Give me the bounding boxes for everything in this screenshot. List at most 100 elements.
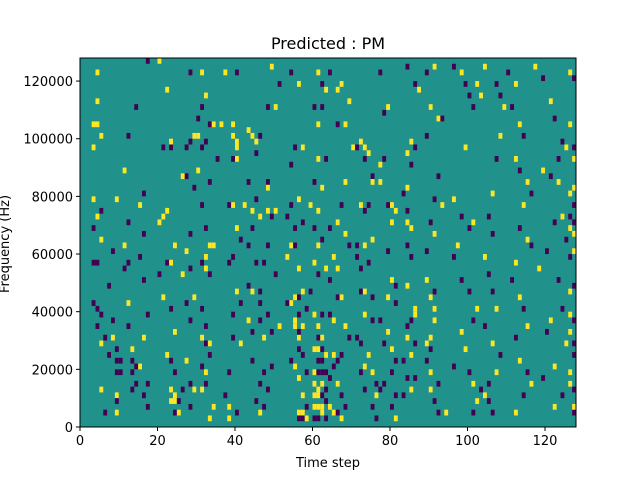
heatmap-cell <box>188 69 193 76</box>
heatmap-cell <box>378 69 383 76</box>
heatmap-cell <box>196 115 201 122</box>
x-tick-label: 100 <box>455 434 480 449</box>
heatmap-cell <box>262 259 267 266</box>
heatmap-cell <box>393 300 398 306</box>
heatmap-cell <box>223 69 228 76</box>
heatmap-cell <box>246 282 251 289</box>
heatmap-cell <box>452 63 456 70</box>
heatmap-cell <box>343 121 348 128</box>
heatmap-cell <box>289 242 294 249</box>
heatmap-cell <box>572 202 577 208</box>
x-tick-label: 0 <box>76 434 84 449</box>
heatmap-cell <box>238 340 243 347</box>
heatmap-cell <box>200 104 205 110</box>
heatmap-cell <box>207 242 212 249</box>
heatmap-cell <box>343 403 348 410</box>
heatmap-cell <box>572 386 577 393</box>
heatmap-cell <box>564 144 569 151</box>
heatmap-cell <box>331 363 336 370</box>
heatmap-cell <box>145 403 150 410</box>
heatmap-cell <box>328 277 332 283</box>
heatmap-cell <box>99 236 104 243</box>
heatmap-cell <box>467 225 472 231</box>
heatmap-cell <box>173 369 177 376</box>
heatmap-cell <box>355 242 360 249</box>
heatmap-cell <box>297 346 301 353</box>
heatmap-cell <box>320 357 325 364</box>
heatmap-cell <box>572 248 577 255</box>
heatmap-cell <box>541 375 546 381</box>
heatmap-cell <box>374 415 379 422</box>
heatmap-cell <box>572 403 577 410</box>
heatmap-cell <box>498 92 503 99</box>
heatmap-cell <box>258 300 263 306</box>
heatmap-cell <box>269 63 274 70</box>
y-axis-ticks: 0 20000 40000 60000 80000 100000 120000 <box>23 75 80 436</box>
heatmap-cell <box>184 144 189 151</box>
heatmap-cell <box>142 230 146 237</box>
heatmap-cell <box>475 305 480 312</box>
heatmap-cell <box>211 403 216 410</box>
heatmap-cell <box>200 69 205 76</box>
heatmap-cell <box>200 334 205 341</box>
heatmap-cell <box>401 190 406 197</box>
heatmap-cell <box>324 415 329 422</box>
heatmap-cell <box>572 409 577 416</box>
heatmap-cell <box>359 265 363 272</box>
heatmap-cell <box>227 259 232 266</box>
heatmap-cell <box>142 277 146 283</box>
heatmap-cell <box>320 409 325 416</box>
heatmap-cell <box>231 132 236 139</box>
y-tick-label: 120000 <box>23 75 73 90</box>
heatmap-cell <box>335 121 340 128</box>
heatmap-cell <box>374 392 379 399</box>
heatmap-cell <box>417 86 422 93</box>
heatmap-cell <box>188 403 193 410</box>
heatmap-cell <box>525 369 530 376</box>
heatmap-cell <box>304 305 309 312</box>
heatmap-cell <box>204 323 208 329</box>
heatmap-cell <box>204 92 208 99</box>
heatmap-cell <box>300 415 305 422</box>
heatmap-cell <box>142 334 146 341</box>
heatmap-cell <box>390 403 394 410</box>
heatmap-cell <box>444 409 449 416</box>
chart-title: Predicted : PM <box>271 34 385 53</box>
heatmap-cell <box>235 69 239 76</box>
heatmap-cell <box>196 167 201 174</box>
heatmap-cell <box>393 392 398 399</box>
heatmap-cell <box>393 207 398 214</box>
heatmap-cell <box>424 277 429 283</box>
heatmap-cell <box>277 81 282 87</box>
heatmap-cell <box>556 277 561 283</box>
heatmap-cell <box>293 144 298 151</box>
heatmap-cell <box>324 352 329 358</box>
heatmap-cell <box>320 81 325 87</box>
heatmap-cell <box>378 317 383 324</box>
heatmap-cell <box>355 144 360 151</box>
heatmap-cell <box>568 328 573 335</box>
heatmap-cell <box>200 386 205 393</box>
heatmap-cell <box>490 409 495 416</box>
heatmap-cell <box>231 334 236 341</box>
heatmap-cell <box>99 386 104 393</box>
heatmap-cell <box>300 219 305 226</box>
heatmap-cell <box>316 403 321 410</box>
heatmap-cell <box>347 242 352 249</box>
heatmap-cell <box>339 352 344 358</box>
heatmap-cell <box>142 392 146 399</box>
heatmap-cell <box>409 161 414 168</box>
heatmap-cell <box>95 305 100 312</box>
heatmap-cell <box>188 138 193 145</box>
heatmap-cell <box>107 352 112 358</box>
heatmap-cell <box>91 300 96 306</box>
heatmap-cell <box>169 305 174 312</box>
heatmap-cell <box>289 161 294 168</box>
heatmap-cell <box>428 334 433 341</box>
heatmap-cell <box>293 363 298 370</box>
heatmap-cell <box>258 317 263 324</box>
heatmap-cell <box>269 213 274 220</box>
heatmap-cell <box>242 202 247 208</box>
heatmap-cell <box>316 121 321 128</box>
heatmap-cell <box>142 190 146 197</box>
